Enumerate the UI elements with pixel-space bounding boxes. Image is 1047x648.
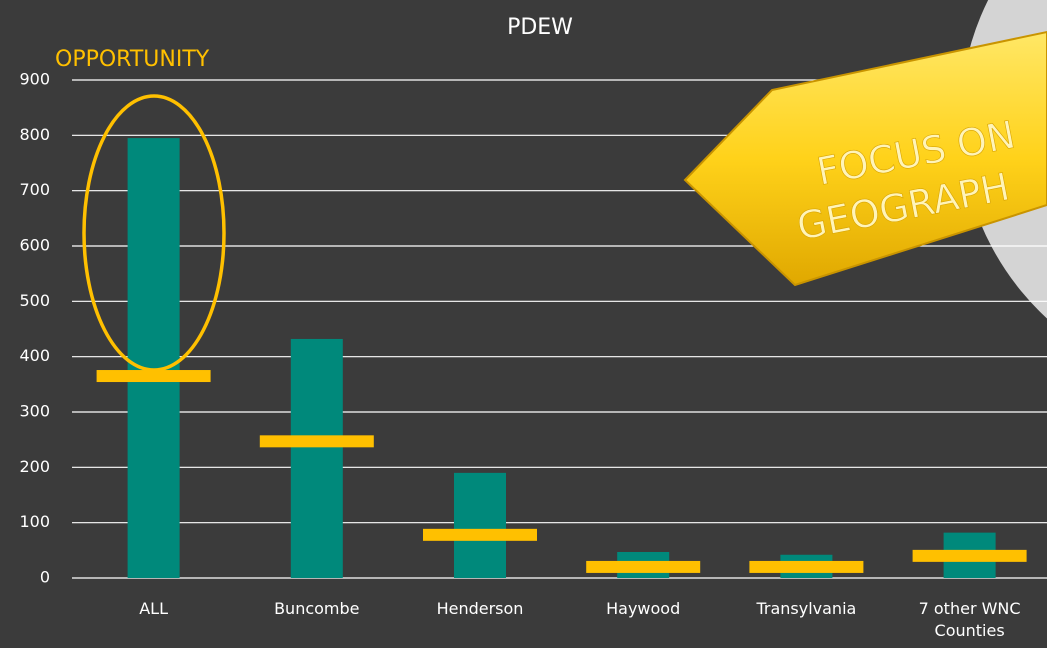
callout-arrow <box>683 30 1047 287</box>
x-tick-label: ALL <box>139 599 168 618</box>
benchmark-marker <box>749 560 864 573</box>
y-tick-label: 300 <box>19 402 50 421</box>
y-tick-label: 100 <box>19 512 50 531</box>
y-tick-label: 800 <box>19 125 50 144</box>
highlight-ellipse <box>82 94 226 372</box>
y-tick-label: 400 <box>19 346 50 365</box>
benchmark-marker <box>586 560 701 573</box>
x-tick-label: Buncombe <box>274 599 360 618</box>
x-tick-label: Transylvania <box>756 599 857 618</box>
y-tick-label: 0 <box>40 568 50 587</box>
x-tick-label: 7 other WNC Counties <box>918 599 1021 640</box>
benchmark-marker <box>912 549 1027 562</box>
y-tick-label: 200 <box>19 457 50 476</box>
benchmark-marker <box>259 435 374 448</box>
x-tick-label: Haywood <box>606 599 681 618</box>
y-tick-label: 500 <box>19 291 50 310</box>
benchmark-marker <box>423 528 537 541</box>
bar <box>290 338 343 578</box>
y-tick-label: 700 <box>19 180 50 199</box>
y-tick-label: 900 <box>19 70 50 89</box>
y-tick-label: 600 <box>19 236 50 255</box>
plot-area: 0 100 200 300 400 500 600 700 800 900 <box>19 70 1047 587</box>
x-tick-label: Henderson <box>436 599 524 618</box>
benchmark-marker <box>96 370 211 383</box>
bar <box>127 138 180 578</box>
annotation-label: OPPORTUNITY <box>55 47 210 72</box>
chart-title: PDEW <box>507 15 573 40</box>
bar <box>454 472 506 578</box>
